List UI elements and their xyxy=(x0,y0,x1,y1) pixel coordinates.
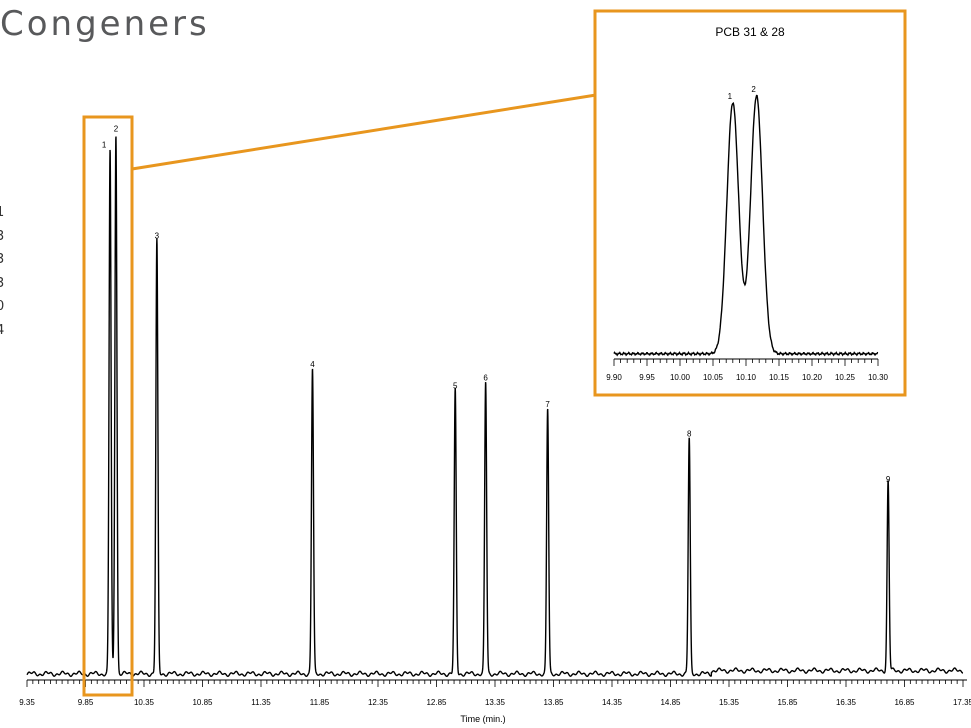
main-tick-label: 10.35 xyxy=(134,698,155,707)
inset-tick-label: 10.25 xyxy=(835,373,856,382)
inset-tick-label: 10.10 xyxy=(736,373,757,382)
legend-fragment: 3 xyxy=(0,228,5,244)
inset-title: PCB 31 & 28 xyxy=(715,25,785,39)
main-tick-label: 17.35 xyxy=(953,698,971,707)
main-tick-label: 15.85 xyxy=(777,698,798,707)
inset-tick-label: 10.30 xyxy=(868,373,889,382)
peak-label-5: 5 xyxy=(453,381,458,390)
legend-fragment: 3 xyxy=(0,275,5,291)
peak-label-3: 3 xyxy=(155,232,160,241)
main-tick-label: 10.85 xyxy=(192,698,213,707)
main-x-axis-label: Time (min.) xyxy=(460,714,505,724)
inset-peak-label-2: 2 xyxy=(751,85,756,94)
legend-fragment: 3 xyxy=(0,252,5,267)
main-tick-label: 14.85 xyxy=(660,698,681,707)
main-tick-label: 12.35 xyxy=(368,698,389,707)
main-tick-label: 13.85 xyxy=(543,698,564,707)
inset-tick-label: 10.00 xyxy=(670,373,691,382)
inset-chromatogram-trace xyxy=(613,94,879,357)
peak-label-6: 6 xyxy=(483,373,488,382)
peak-label-8: 8 xyxy=(687,430,692,439)
main-tick-label: 15.35 xyxy=(719,698,740,707)
inset-peak-labels: 12 xyxy=(728,85,757,101)
peak-label-4: 4 xyxy=(310,360,315,369)
main-tick-label: 13.35 xyxy=(485,698,506,707)
peak-label-1: 1 xyxy=(102,141,107,150)
main-tick-label: 11.35 xyxy=(251,698,271,707)
peak-label-2: 2 xyxy=(114,125,119,134)
zoom-connector-line xyxy=(131,93,597,171)
main-tick-label: 9.85 xyxy=(78,698,94,707)
main-chromatogram-trace xyxy=(26,136,964,678)
page-title: Congeners xyxy=(0,4,210,44)
inset-tick-label: 9.95 xyxy=(639,373,655,382)
main-tick-label: 12.85 xyxy=(426,698,447,707)
main-tick-label: 9.35 xyxy=(19,698,35,707)
inset-tick-label: 9.90 xyxy=(606,373,622,382)
inset-peak-label-1: 1 xyxy=(728,92,733,101)
inset-tick-label: 10.15 xyxy=(769,373,790,382)
peak-label-9: 9 xyxy=(886,475,891,484)
inset-tick-label: 10.05 xyxy=(703,373,724,382)
legend-fragment: 4 xyxy=(0,322,5,338)
inset-x-axis: 9.90 9.95 10.00 10.05 10.10 10.15 10.20 10.25 10… xyxy=(606,358,889,382)
main-peak-labels: 12 3 4 5 6 7 8 9 xyxy=(102,125,891,484)
main-tick-label: 11.85 xyxy=(310,698,330,707)
main-tick-label: 14.35 xyxy=(602,698,623,707)
peak-label-7: 7 xyxy=(545,400,550,409)
main-tick-label: 16.85 xyxy=(894,698,915,707)
highlight-box xyxy=(82,115,134,697)
inset-tick-label: 10.20 xyxy=(802,373,823,382)
legend-fragment: 0 xyxy=(0,299,5,314)
main-tick-label: 16.35 xyxy=(836,698,857,707)
main-x-axis: 9.35 9.85 10.35 10.85 11.35 11.85 12.35 12.85 13… xyxy=(19,679,971,707)
legend-fragment: 1 xyxy=(0,205,5,220)
